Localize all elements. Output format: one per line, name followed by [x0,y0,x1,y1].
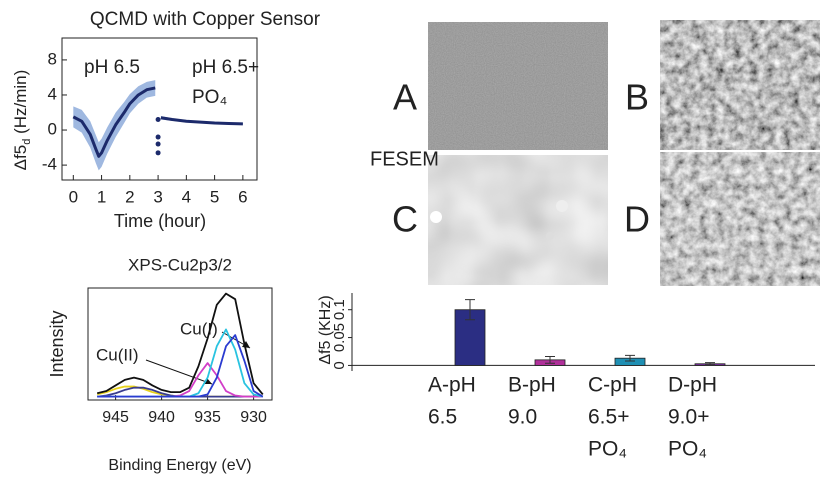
y-tick-label: 0 [331,361,348,369]
series-line [72,86,243,158]
sem-image [660,20,820,150]
series-line [97,334,264,398]
y-tick-label: 4 [48,84,57,103]
bar [454,309,486,366]
arrowhead [242,341,250,348]
sem-spot [546,232,554,240]
y-label-part: (Hz/min) [11,70,30,139]
image-letter: C [392,199,418,240]
x-tick-label: 1 [97,187,106,206]
arrowhead [204,378,212,384]
x-tick-label: 6 [238,187,247,206]
x-tick-label: 940 [148,409,175,426]
y-axis-label: Δf5 (KHz) [317,295,334,364]
x-tick-label: D-pH [668,374,717,397]
series-line [96,292,264,395]
x-tick-label: PO₄ [668,438,707,461]
sem-spot [430,211,442,223]
y-tick-label: -4 [42,155,57,174]
x-tick-label: 5 [210,187,219,206]
y-axis-label: Intensity [47,310,67,377]
point [155,117,161,123]
y-tick-label: 0 [48,120,57,139]
annotation: pH 6.5+ [192,57,259,78]
y-tick-label: 0.05 [331,323,348,352]
x-tick-label: 9.0 [508,406,537,429]
x-tick-label: 4 [182,187,191,206]
sem-image [428,155,608,285]
x-tick-label: 930 [240,409,267,426]
annotation: pH 6.5 [84,57,140,78]
error-bar [625,354,635,362]
image-letter: D [624,199,650,240]
point [155,150,161,156]
error-bar [465,299,475,321]
x-tick-label: C-pH [588,374,637,397]
sem-spot [556,200,568,212]
x-tick-label: A-pH [428,374,476,397]
x-tick-label: 945 [102,409,129,426]
plot-frame [61,37,258,181]
y-tick-label: 8 [48,49,57,68]
image-letter: B [625,77,649,118]
x-tick-label: 6.5+ [588,406,629,429]
x-tick-label: 9.0+ [668,406,709,429]
x-tick-label: B-pH [508,374,556,397]
x-axis-label: Binding Energy (eV) [108,457,251,474]
annotation: Cu(II) [96,345,139,364]
panel-label: FESEM [370,148,439,170]
chart-title: QCMD with Copper Sensor [90,9,321,30]
sem-image [660,152,820,286]
x-axis-label: Time (hour) [114,211,206,231]
x-tick-label: 3 [153,187,162,206]
point [155,141,161,147]
y-tick-label: 0.1 [331,299,348,320]
x-tick-label: 6.5 [428,406,457,429]
y-axis-label: Δf5d (Hz/min) [11,70,32,171]
x-tick-label: 0 [69,187,78,206]
error-bar [705,362,715,366]
arrow [145,359,213,385]
point [155,134,161,140]
y-label-part: Δf5 [11,145,30,171]
annotation: PO₄ [192,87,227,108]
x-tick-label: 2 [125,187,134,206]
image-letter: A [393,77,417,118]
y-label-sub: d [21,139,33,145]
x-tick-label: PO₄ [588,438,627,461]
error-bar [545,356,555,364]
sem-texture [428,22,608,150]
x-tick-label: 935 [194,409,221,426]
chart-title: XPS-Cu2p3/2 [128,255,232,274]
plot-frame [87,287,273,401]
